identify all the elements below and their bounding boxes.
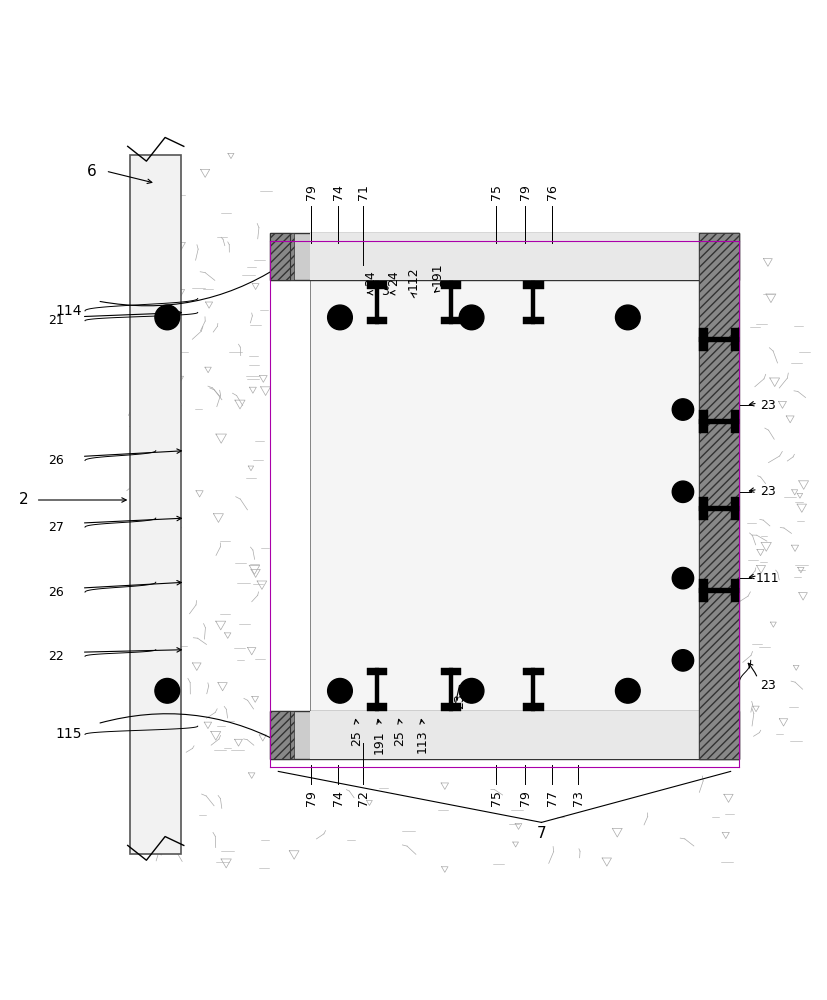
Text: 77: 77 xyxy=(545,790,558,806)
Bar xyxy=(366,281,387,289)
Circle shape xyxy=(327,678,352,703)
Bar xyxy=(366,668,387,675)
Bar xyxy=(270,711,289,759)
Text: 191: 191 xyxy=(430,262,443,286)
Text: 74: 74 xyxy=(332,184,344,200)
Text: 26: 26 xyxy=(48,454,64,467)
Text: 115: 115 xyxy=(55,727,82,741)
Bar xyxy=(270,711,738,759)
Circle shape xyxy=(459,305,483,330)
Text: 7: 7 xyxy=(536,826,546,841)
Bar xyxy=(440,703,461,711)
Bar xyxy=(531,668,535,711)
Bar xyxy=(375,281,379,324)
Bar xyxy=(531,281,535,324)
Circle shape xyxy=(459,678,483,703)
Bar xyxy=(270,233,294,280)
Circle shape xyxy=(614,678,639,703)
Circle shape xyxy=(672,399,693,420)
Text: 79: 79 xyxy=(518,790,531,806)
Text: 23: 23 xyxy=(759,679,775,692)
Bar xyxy=(309,280,699,711)
Bar xyxy=(699,588,738,593)
Bar xyxy=(270,711,294,759)
Bar xyxy=(309,233,699,280)
Bar xyxy=(375,668,379,711)
Bar xyxy=(270,233,289,280)
Bar xyxy=(729,497,738,520)
Text: 71: 71 xyxy=(356,184,369,200)
Bar xyxy=(699,328,707,351)
Text: 24: 24 xyxy=(386,270,399,286)
Text: 73: 73 xyxy=(571,790,585,806)
Text: 113: 113 xyxy=(415,729,428,753)
Text: 79: 79 xyxy=(304,790,318,806)
Bar xyxy=(270,233,738,280)
Circle shape xyxy=(327,305,352,330)
Bar xyxy=(699,419,738,424)
Text: 74: 74 xyxy=(332,790,344,806)
Bar xyxy=(366,317,387,324)
Text: 26: 26 xyxy=(48,586,64,599)
Bar xyxy=(309,711,699,759)
Text: 25: 25 xyxy=(393,731,406,746)
Bar xyxy=(699,337,738,342)
Text: 3: 3 xyxy=(380,285,389,298)
Circle shape xyxy=(672,567,693,589)
Bar xyxy=(699,579,707,602)
Text: 27: 27 xyxy=(48,521,65,534)
Text: 24: 24 xyxy=(364,270,376,286)
Bar xyxy=(699,497,707,520)
Circle shape xyxy=(614,305,639,330)
Circle shape xyxy=(155,305,179,330)
Bar xyxy=(523,281,543,289)
Text: 23: 23 xyxy=(759,399,775,412)
Text: 112: 112 xyxy=(406,266,419,290)
Bar xyxy=(523,317,543,324)
Bar xyxy=(366,703,387,711)
Text: 75: 75 xyxy=(489,790,502,806)
Circle shape xyxy=(672,481,693,502)
Text: 22: 22 xyxy=(48,650,64,663)
Text: 75: 75 xyxy=(489,184,502,200)
Text: 6: 6 xyxy=(87,164,97,179)
Text: 72: 72 xyxy=(356,790,369,806)
Circle shape xyxy=(155,678,179,703)
Text: 79: 79 xyxy=(518,184,531,200)
Bar xyxy=(440,317,461,324)
Bar xyxy=(729,328,738,351)
Bar xyxy=(523,703,543,711)
Bar xyxy=(729,579,738,602)
Text: 111: 111 xyxy=(755,572,778,585)
Circle shape xyxy=(672,650,693,671)
Bar xyxy=(699,711,738,759)
Text: 23: 23 xyxy=(453,694,466,709)
Bar xyxy=(440,281,461,289)
Bar xyxy=(699,233,738,759)
Bar xyxy=(130,155,181,854)
Bar xyxy=(699,410,707,433)
Text: 25: 25 xyxy=(350,731,362,746)
Bar xyxy=(699,233,738,280)
Text: 191: 191 xyxy=(372,730,385,754)
Bar xyxy=(440,668,461,675)
Text: 21: 21 xyxy=(48,314,64,327)
Text: 76: 76 xyxy=(545,184,558,200)
Bar xyxy=(448,668,452,711)
Bar xyxy=(699,506,738,511)
Text: 79: 79 xyxy=(304,184,318,200)
Text: 23: 23 xyxy=(759,485,775,498)
Text: 2: 2 xyxy=(18,492,28,508)
Bar xyxy=(523,668,543,675)
Bar xyxy=(699,233,738,759)
Text: 114: 114 xyxy=(55,304,82,318)
Bar xyxy=(729,410,738,433)
Bar xyxy=(448,281,452,324)
